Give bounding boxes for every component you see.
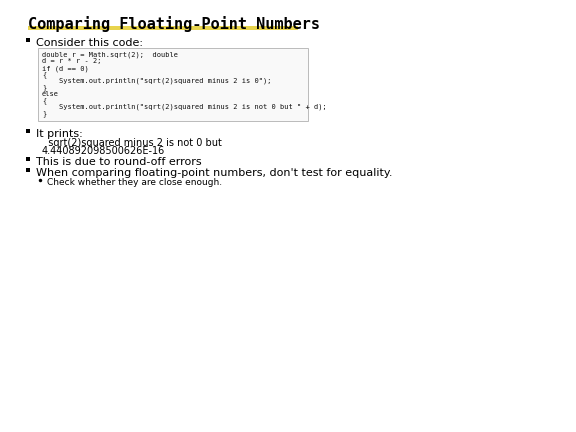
Text: It prints:: It prints: [36, 129, 83, 139]
FancyBboxPatch shape [38, 48, 308, 121]
Text: d = r * r - 2;: d = r * r - 2; [42, 58, 101, 64]
Text: This is due to round-off errors: This is due to round-off errors [36, 157, 202, 167]
Text: System.out.println("sqrt(2)squared minus 2 is not 0 but " + d);: System.out.println("sqrt(2)squared minus… [42, 104, 327, 111]
Text: double r = Math.sqrt(2);  double: double r = Math.sqrt(2); double [42, 52, 178, 58]
Text: When comparing floating-point numbers, don't test for equality.: When comparing floating-point numbers, d… [36, 168, 392, 178]
Text: {: { [42, 72, 46, 78]
FancyBboxPatch shape [28, 26, 298, 30]
Text: {: { [42, 98, 46, 104]
Text: if (d == 0): if (d == 0) [42, 65, 89, 72]
Text: sqrt(2)squared minus 2 is not 0 but: sqrt(2)squared minus 2 is not 0 but [42, 138, 222, 148]
Text: 4.440892098500626E-16: 4.440892098500626E-16 [42, 146, 165, 156]
Text: System.out.println("sqrt(2)squared minus 2 is 0");: System.out.println("sqrt(2)squared minus… [42, 78, 271, 85]
Text: Consider this code:: Consider this code: [36, 38, 143, 48]
Text: Check whether they are close enough.: Check whether they are close enough. [47, 178, 222, 187]
Text: }: } [42, 85, 46, 91]
Text: }: } [42, 111, 46, 117]
Text: Comparing Floating-Point Numbers: Comparing Floating-Point Numbers [28, 16, 320, 32]
Text: else: else [42, 91, 59, 97]
